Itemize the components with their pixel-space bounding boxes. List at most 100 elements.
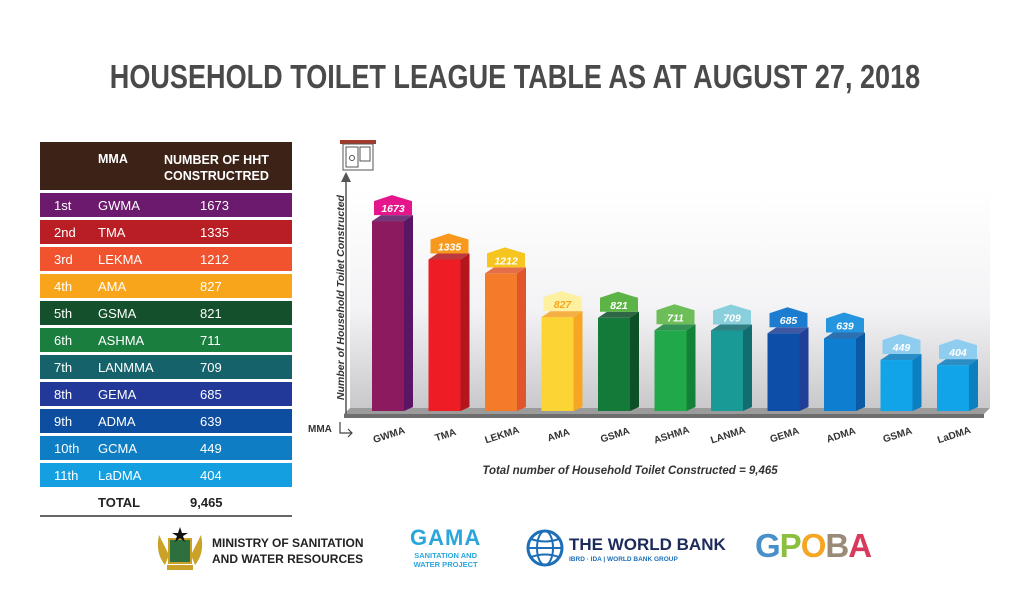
x-tick-label: ADMA [825,426,857,446]
value-cell: 821 [200,306,222,321]
data-label: 711 [667,312,684,324]
bar-side [517,267,526,411]
ministry-line2: AND WATER RESOURCES [212,552,364,566]
ghana-coat-of-arms-icon [157,527,203,570]
bars-group: 1673 1335 1212 827 821 711 709 685 639 449 404 [372,195,978,411]
mma-cell: AMA [98,279,127,294]
bar-front [372,221,404,411]
table-row: 9th ADMA 639 [40,409,292,433]
bar-gsma: 449 [880,334,922,411]
header-number: NUMBER OF HHT CONSTRUCTRED [164,152,269,184]
mma-cell: ASHMA [98,333,145,348]
gpoba-logo: GPOBA [755,527,872,565]
value-cell: 711 [200,333,221,348]
x-tick-label: GSMA [599,426,631,446]
bar-top [428,253,470,260]
bar-side [743,324,752,411]
data-label: 1335 [438,241,462,253]
data-label-tag [656,304,695,325]
league-table: MMA NUMBER OF HHT CONSTRUCTRED 1st GWMA 16… [40,142,292,517]
data-label: 709 [723,313,741,325]
rank-cell: 3rd [54,252,73,267]
data-label-tag [600,291,638,312]
world-bank-sub: IBRD · IDA | WORLD BANK GROUP [569,556,678,563]
bar-side [630,311,639,411]
table-row: 11th LaDMA 404 [40,463,292,487]
mma-cell: TMA [98,225,126,240]
x-axis-arrow-icon [339,422,353,438]
league-table-rows: 1st GWMA 1673 2nd TMA 1335 3rd LEKMA 1212 4th AMA 8… [40,193,292,487]
bar-ama: 827 [541,291,583,411]
table-row: 1st GWMA 1673 [40,193,292,217]
bar-ashma: 711 [654,304,696,411]
bar-front [541,317,574,411]
bar-side [460,253,470,411]
bar-ladma: 404 [937,339,978,411]
data-label: 685 [780,315,798,327]
mma-cell: ADMA [98,414,136,429]
data-label: 449 [892,342,911,354]
rank-cell: 9th [54,414,73,429]
rank-cell: 11th [54,468,79,483]
mma-cell: GCMA [98,441,137,456]
bar-lekma: 1212 [485,247,526,411]
data-label: 827 [554,299,573,311]
toilet-icon [340,140,376,171]
bar-front [654,330,687,411]
x-tick-label: GSMA [882,426,914,446]
bar-top [372,215,413,222]
partner-logos: MINISTRY OF SANITATION AND WATER RESOURC… [0,515,1030,585]
x-tick-label: LEKMA [484,425,521,446]
bar-adma: 639 [824,312,865,411]
table-row: 8th GEMA 685 [40,382,292,406]
data-label-tag [487,247,525,268]
bar-front [485,273,517,411]
mma-cell: LaDMA [98,468,142,483]
value-cell: 1673 [200,198,229,213]
header-mma: MMA [98,152,128,166]
rank-cell: 2nd [54,225,76,240]
bar-gwma: 1673 [372,195,413,411]
league-table-header: MMA NUMBER OF HHT CONSTRUCTRED [40,142,292,190]
bar-chart: Number of Household Toilet Constructed M… [308,140,990,477]
rank-cell: 10th [54,441,80,456]
table-row: 3rd LEKMA 1212 [40,247,292,271]
mma-cell: GSMA [98,306,137,321]
value-cell: 685 [200,387,222,402]
gama-sub1: SANITATION AND [414,551,477,560]
rank-cell: 8th [54,387,73,402]
chart-floor-front [344,414,984,418]
gama-sub2: WATER PROJECT [413,560,478,569]
data-label-tag [882,334,921,355]
gpoba-letter: A [848,527,872,564]
value-cell: 1335 [200,225,229,240]
rank-cell: 6th [54,333,73,348]
value-cell: 1212 [200,252,229,267]
header-number-line2: CONSTRUCTRED [164,169,269,183]
table-row: 5th GSMA 821 [40,301,292,325]
bar-top [711,324,752,331]
total-row: TOTAL 9,465 [40,489,292,517]
bar-top [598,311,639,318]
table-row: 10th GCMA 449 [40,436,292,460]
world-bank-name: THE WORLD BANK [569,535,726,554]
bar-front [428,259,461,411]
mma-cell: GWMA [98,198,140,213]
data-label-tag [826,312,864,333]
x-tick-labels: GWMA TMA LEKMA AMA GSMA ASHMA LANMA GEMA ADMA GSM… [372,425,972,447]
y-axis-arrow [341,172,351,182]
bar-tma: 1335 [428,233,470,411]
x-tick-label: AMA [546,427,571,445]
bar-top [654,324,696,331]
rank-cell: 7th [54,360,73,375]
data-label-tag [939,339,977,360]
y-axis-label: Number of Household Toilet Constructed [335,194,347,400]
value-cell: 639 [200,414,222,429]
gama-logo: GAMA SANITATION AND WATER PROJECT [410,525,481,569]
table-row: 6th ASHMA 711 [40,328,292,352]
bar-side [573,311,583,411]
data-label-tag [430,233,469,254]
header-number-line1: NUMBER OF HHT [164,153,269,167]
globe-icon [526,529,564,567]
mma-cell: LEKMA [98,252,143,267]
